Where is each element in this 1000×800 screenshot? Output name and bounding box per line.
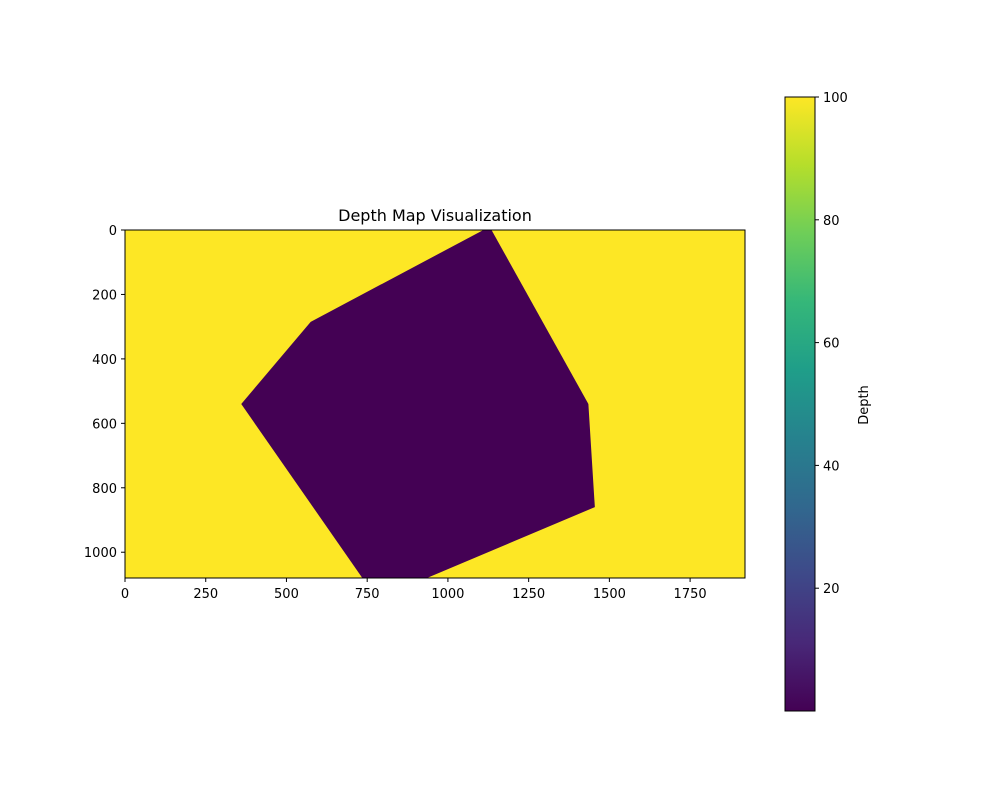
x-tick-label: 1250 — [512, 587, 545, 602]
y-tick-label: 800 — [92, 482, 117, 497]
plot-area — [124, 229, 746, 579]
y-tick-label: 0 — [109, 224, 117, 239]
colorbar-tick-label: 40 — [823, 459, 840, 474]
colorbar-tick-label: 20 — [823, 582, 840, 597]
x-tick-label: 1000 — [431, 587, 464, 602]
colorbar-tick-label: 100 — [823, 91, 848, 106]
colorbar-label: Depth — [857, 385, 872, 425]
y-tick-label: 200 — [92, 288, 117, 303]
x-tick-label: 1750 — [674, 587, 707, 602]
colorbar-tick-label: 80 — [823, 214, 840, 229]
y-tick-label: 600 — [92, 417, 117, 432]
chart-title: Depth Map Visualization — [338, 206, 532, 225]
colorbar-tick-label: 60 — [823, 337, 840, 352]
x-tick-label: 250 — [193, 587, 218, 602]
x-tick-label: 0 — [121, 587, 129, 602]
plot-frame — [124, 229, 746, 579]
x-tick-label: 500 — [274, 587, 299, 602]
y-tick-label: 400 — [92, 353, 117, 368]
y-axis: 0 200 400 600 800 1000 — [84, 224, 125, 561]
x-tick-label: 750 — [355, 587, 380, 602]
depth-region — [241, 230, 595, 578]
x-axis: 0 250 500 750 1000 1250 1500 1750 — [121, 578, 707, 602]
colorbar-scale — [784, 96, 816, 712]
colorbar: 20 40 60 80 100 — [784, 91, 848, 712]
y-tick-label: 1000 — [84, 546, 117, 561]
x-tick-label: 1500 — [593, 587, 626, 602]
